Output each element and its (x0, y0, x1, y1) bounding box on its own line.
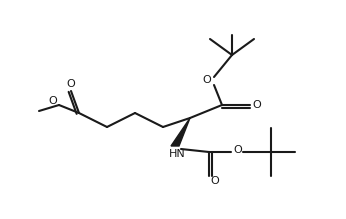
Text: O: O (49, 96, 57, 106)
Text: O: O (211, 176, 219, 186)
Polygon shape (171, 118, 190, 146)
Text: O: O (234, 145, 243, 155)
Text: HN: HN (169, 149, 185, 159)
Text: O: O (253, 100, 261, 110)
Text: O: O (67, 79, 75, 89)
Text: O: O (203, 75, 211, 85)
